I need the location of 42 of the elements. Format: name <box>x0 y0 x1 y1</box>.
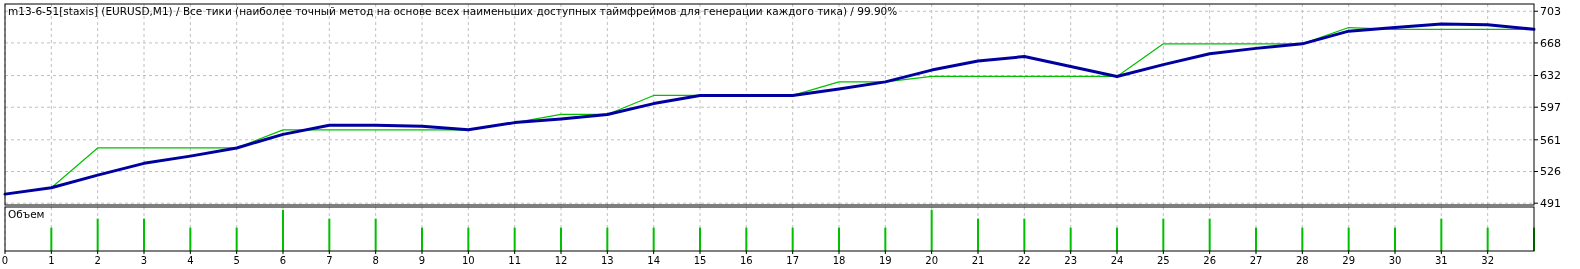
x-tick-label: 14 <box>647 255 661 266</box>
chart-title: m13-6-51[staxis] (EURUSD,M1) / Все тики (наиболее точный метод на основе всех наименьших доступных таймфреймов для генерации каждого тика) / 99.90% <box>8 5 898 17</box>
x-tick-label: 1 <box>48 255 55 266</box>
x-tick-label: 8 <box>372 255 379 266</box>
x-tick-label: 29 <box>1342 255 1356 266</box>
x-tick-label: 15 <box>693 255 707 266</box>
x-tick-label: 13 <box>600 255 614 266</box>
x-tick-label: 11 <box>508 255 522 266</box>
y-tick-label: 632 <box>1540 69 1561 83</box>
x-tick-label: 2 <box>94 255 101 266</box>
x-tick-label: 23 <box>1064 255 1078 266</box>
x-tick-label: 6 <box>279 255 287 266</box>
y-tick-label: 668 <box>1540 36 1561 50</box>
x-tick-label: 4 <box>187 255 194 266</box>
x-tick-label: 9 <box>418 255 426 266</box>
x-tick-label: 17 <box>786 255 800 266</box>
x-tick-label: 20 <box>925 255 939 266</box>
x-tick-label: 32 <box>1481 255 1495 266</box>
y-tick-label: 561 <box>1540 133 1561 147</box>
x-tick-label: 22 <box>1017 255 1031 266</box>
x-tick-label: 12 <box>554 255 568 266</box>
x-tick-label: 3 <box>140 255 148 266</box>
y-tick-label: 491 <box>1540 197 1561 211</box>
y-tick-label: 703 <box>1540 5 1561 19</box>
x-tick-label: 7 <box>326 255 333 266</box>
x-tick-label: 10 <box>461 255 475 266</box>
x-tick-label: 5 <box>233 255 240 266</box>
x-tick-label: 24 <box>1110 255 1124 266</box>
x-tick-label: 27 <box>1249 255 1263 266</box>
x-tick-label: 25 <box>1156 255 1170 266</box>
y-tick-label: 597 <box>1540 101 1561 115</box>
x-tick-label: 0 <box>1 255 9 266</box>
x-tick-label: 19 <box>878 255 892 266</box>
x-tick-label: 31 <box>1434 255 1448 266</box>
x-tick-label: 16 <box>739 255 753 266</box>
x-tick-label: 18 <box>832 255 846 266</box>
x-tick-label: 26 <box>1203 255 1217 266</box>
chart-title: Объем <box>8 208 45 220</box>
y-tick-label: 526 <box>1540 165 1561 179</box>
x-tick-label: 21 <box>971 255 985 266</box>
x-tick-label: 30 <box>1388 255 1402 266</box>
x-tick-label: 28 <box>1295 255 1309 266</box>
